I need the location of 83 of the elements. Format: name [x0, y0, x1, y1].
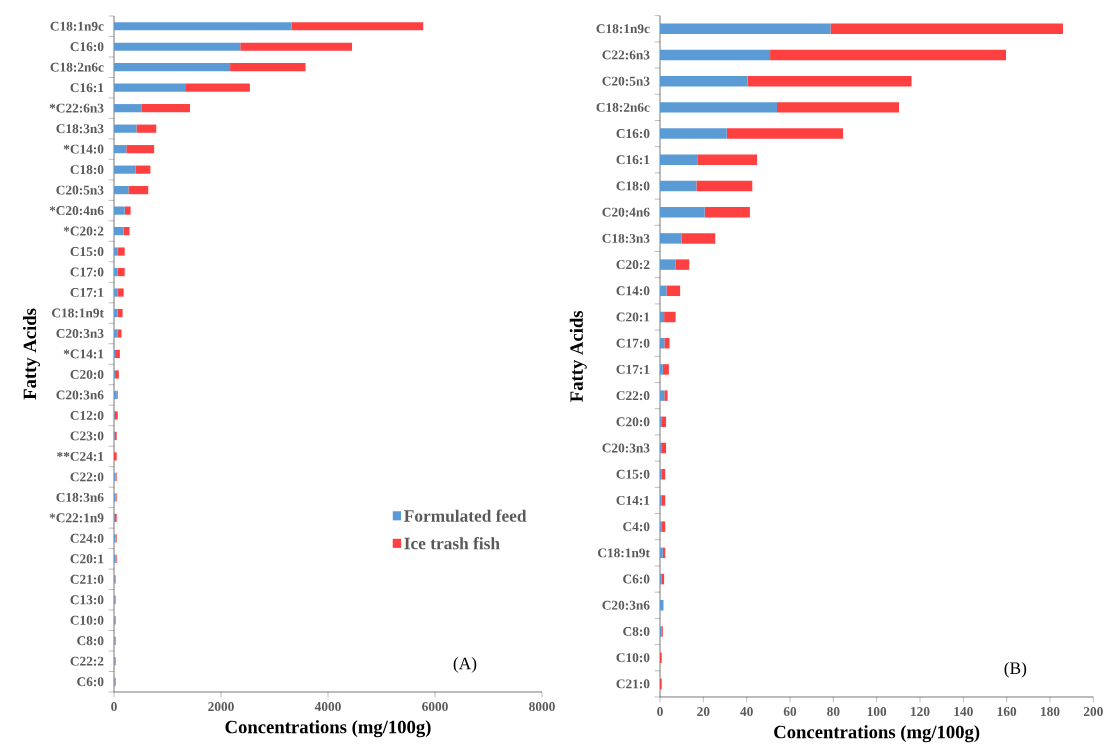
y-tick-label: C20:1 [70, 554, 104, 564]
annotation: (B) [1004, 661, 1027, 678]
x-tick-label: 20 [697, 707, 710, 717]
y-tick-label: C18:1n9c [50, 21, 104, 31]
y-tick-label: **C24:1 [57, 451, 104, 461]
y-tick-label: C22:0 [70, 472, 104, 482]
legend-label: Ice trash fish [404, 536, 500, 550]
x-tick-label: 200 [1083, 707, 1103, 717]
x-tick-label: 0 [657, 707, 663, 717]
y-tick-label: C22:6n3 [602, 50, 650, 60]
x-tick-label: 120 [911, 707, 930, 717]
y-tick-label: *C22:6n3 [49, 103, 104, 113]
y-tick-label: C20:5n3 [56, 185, 104, 195]
y-tick-label: C23:0 [70, 431, 104, 441]
y-tick-label: *C14:0 [63, 144, 104, 154]
y-tick-label: C20:3n3 [56, 328, 104, 339]
y-tick-label: C4:0 [623, 522, 650, 532]
y-tick-label: C18:0 [616, 181, 650, 191]
y-tick-label: C16:1 [616, 155, 650, 165]
x-axis-title: Concentrations (mg/100g) [225, 720, 431, 738]
y-tick-label: C21:0 [616, 679, 650, 689]
y-tick-label: C24:0 [70, 533, 104, 543]
x-tick-label: 180 [1041, 707, 1060, 717]
y-tick-label: C10:0 [616, 653, 650, 663]
y-tick-label: C20:2 [616, 260, 650, 270]
y-tick-label: C15:0 [616, 469, 650, 479]
x-tick-label: 0 [111, 702, 117, 712]
x-axis-title: Concentrations (mg/100g) [774, 725, 980, 743]
y-tick-label: C18:1n9c [596, 24, 650, 34]
legend-label: Formulated feed [404, 509, 527, 522]
y-tick-label: C17:1 [70, 288, 104, 298]
y-tick-label: C16:1 [70, 83, 104, 93]
y-tick-label: C20:4n6 [602, 207, 650, 217]
y-tick-label: C20:3n6 [56, 390, 104, 400]
y-tick-label: C18:2n6c [596, 102, 650, 112]
y-tick-label: C18:1n9t [598, 548, 650, 558]
x-tick-label: 140 [954, 707, 973, 717]
y-tick-label: C13:0 [70, 595, 104, 605]
y-tick-label: C20:3n6 [602, 600, 650, 610]
annotation: (A) [453, 657, 477, 673]
y-tick-label: C18:1n9t [52, 308, 104, 318]
y-tick-label: C15:0 [70, 247, 104, 257]
y-tick-label: C17:0 [70, 267, 104, 277]
y-tick-label: C22:0 [616, 391, 650, 401]
y-tick-label: C20:0 [70, 369, 104, 380]
y-tick-label: *C14:1 [63, 349, 104, 359]
y-tick-label: C16:0 [616, 129, 650, 139]
y-tick-label: C22:2 [70, 656, 104, 666]
y-tick-label: C17:1 [616, 364, 650, 374]
x-tick-label: 4000 [314, 702, 341, 712]
x-tick-label: 40 [740, 707, 753, 717]
y-tick-label: C18:0 [70, 165, 104, 175]
y-tick-label: C12:0 [70, 410, 104, 420]
y-tick-label: C18:2n6c [50, 62, 104, 72]
x-tick-label: 100 [867, 707, 887, 717]
y-tick-label: C8:0 [623, 626, 650, 637]
y-tick-label: C14:0 [616, 286, 650, 296]
y-tick-label: C20:3n3 [602, 443, 650, 453]
y-tick-label: C18:3n3 [602, 233, 650, 243]
x-tick-label: 2000 [208, 702, 234, 712]
x-tick-label: 60 [783, 707, 797, 717]
y-tick-label: C20:0 [616, 417, 650, 427]
y-tick-label: C20:5n3 [602, 76, 650, 86]
y-tick-label: C8:0 [77, 636, 104, 646]
y-tick-label: C16:0 [70, 42, 104, 52]
y-axis-title: Fatty Acids [569, 310, 587, 402]
x-tick-label: 6000 [422, 702, 448, 712]
y-tick-label: *C22:1n9 [49, 513, 104, 523]
y-tick-label: C20:1 [616, 312, 650, 322]
y-axis-title: Fatty Acids [23, 308, 40, 400]
y-tick-label: C6:0 [623, 574, 650, 584]
y-tick-label: C14:1 [616, 495, 650, 505]
y-tick-label: C21:0 [70, 574, 104, 584]
y-tick-label: C6:0 [77, 677, 104, 687]
x-tick-label: 160 [997, 707, 1017, 717]
y-tick-label: C18:3n6 [56, 492, 104, 502]
y-tick-label: C17:0 [616, 338, 650, 348]
y-tick-label: *C20:4n6 [49, 206, 104, 216]
y-tick-label: C10:0 [70, 615, 104, 625]
y-tick-label: C18:3n3 [56, 124, 104, 134]
x-tick-label: 80 [827, 707, 840, 717]
y-tick-label: *C20:2 [63, 226, 104, 236]
x-tick-label: 8000 [529, 702, 555, 712]
